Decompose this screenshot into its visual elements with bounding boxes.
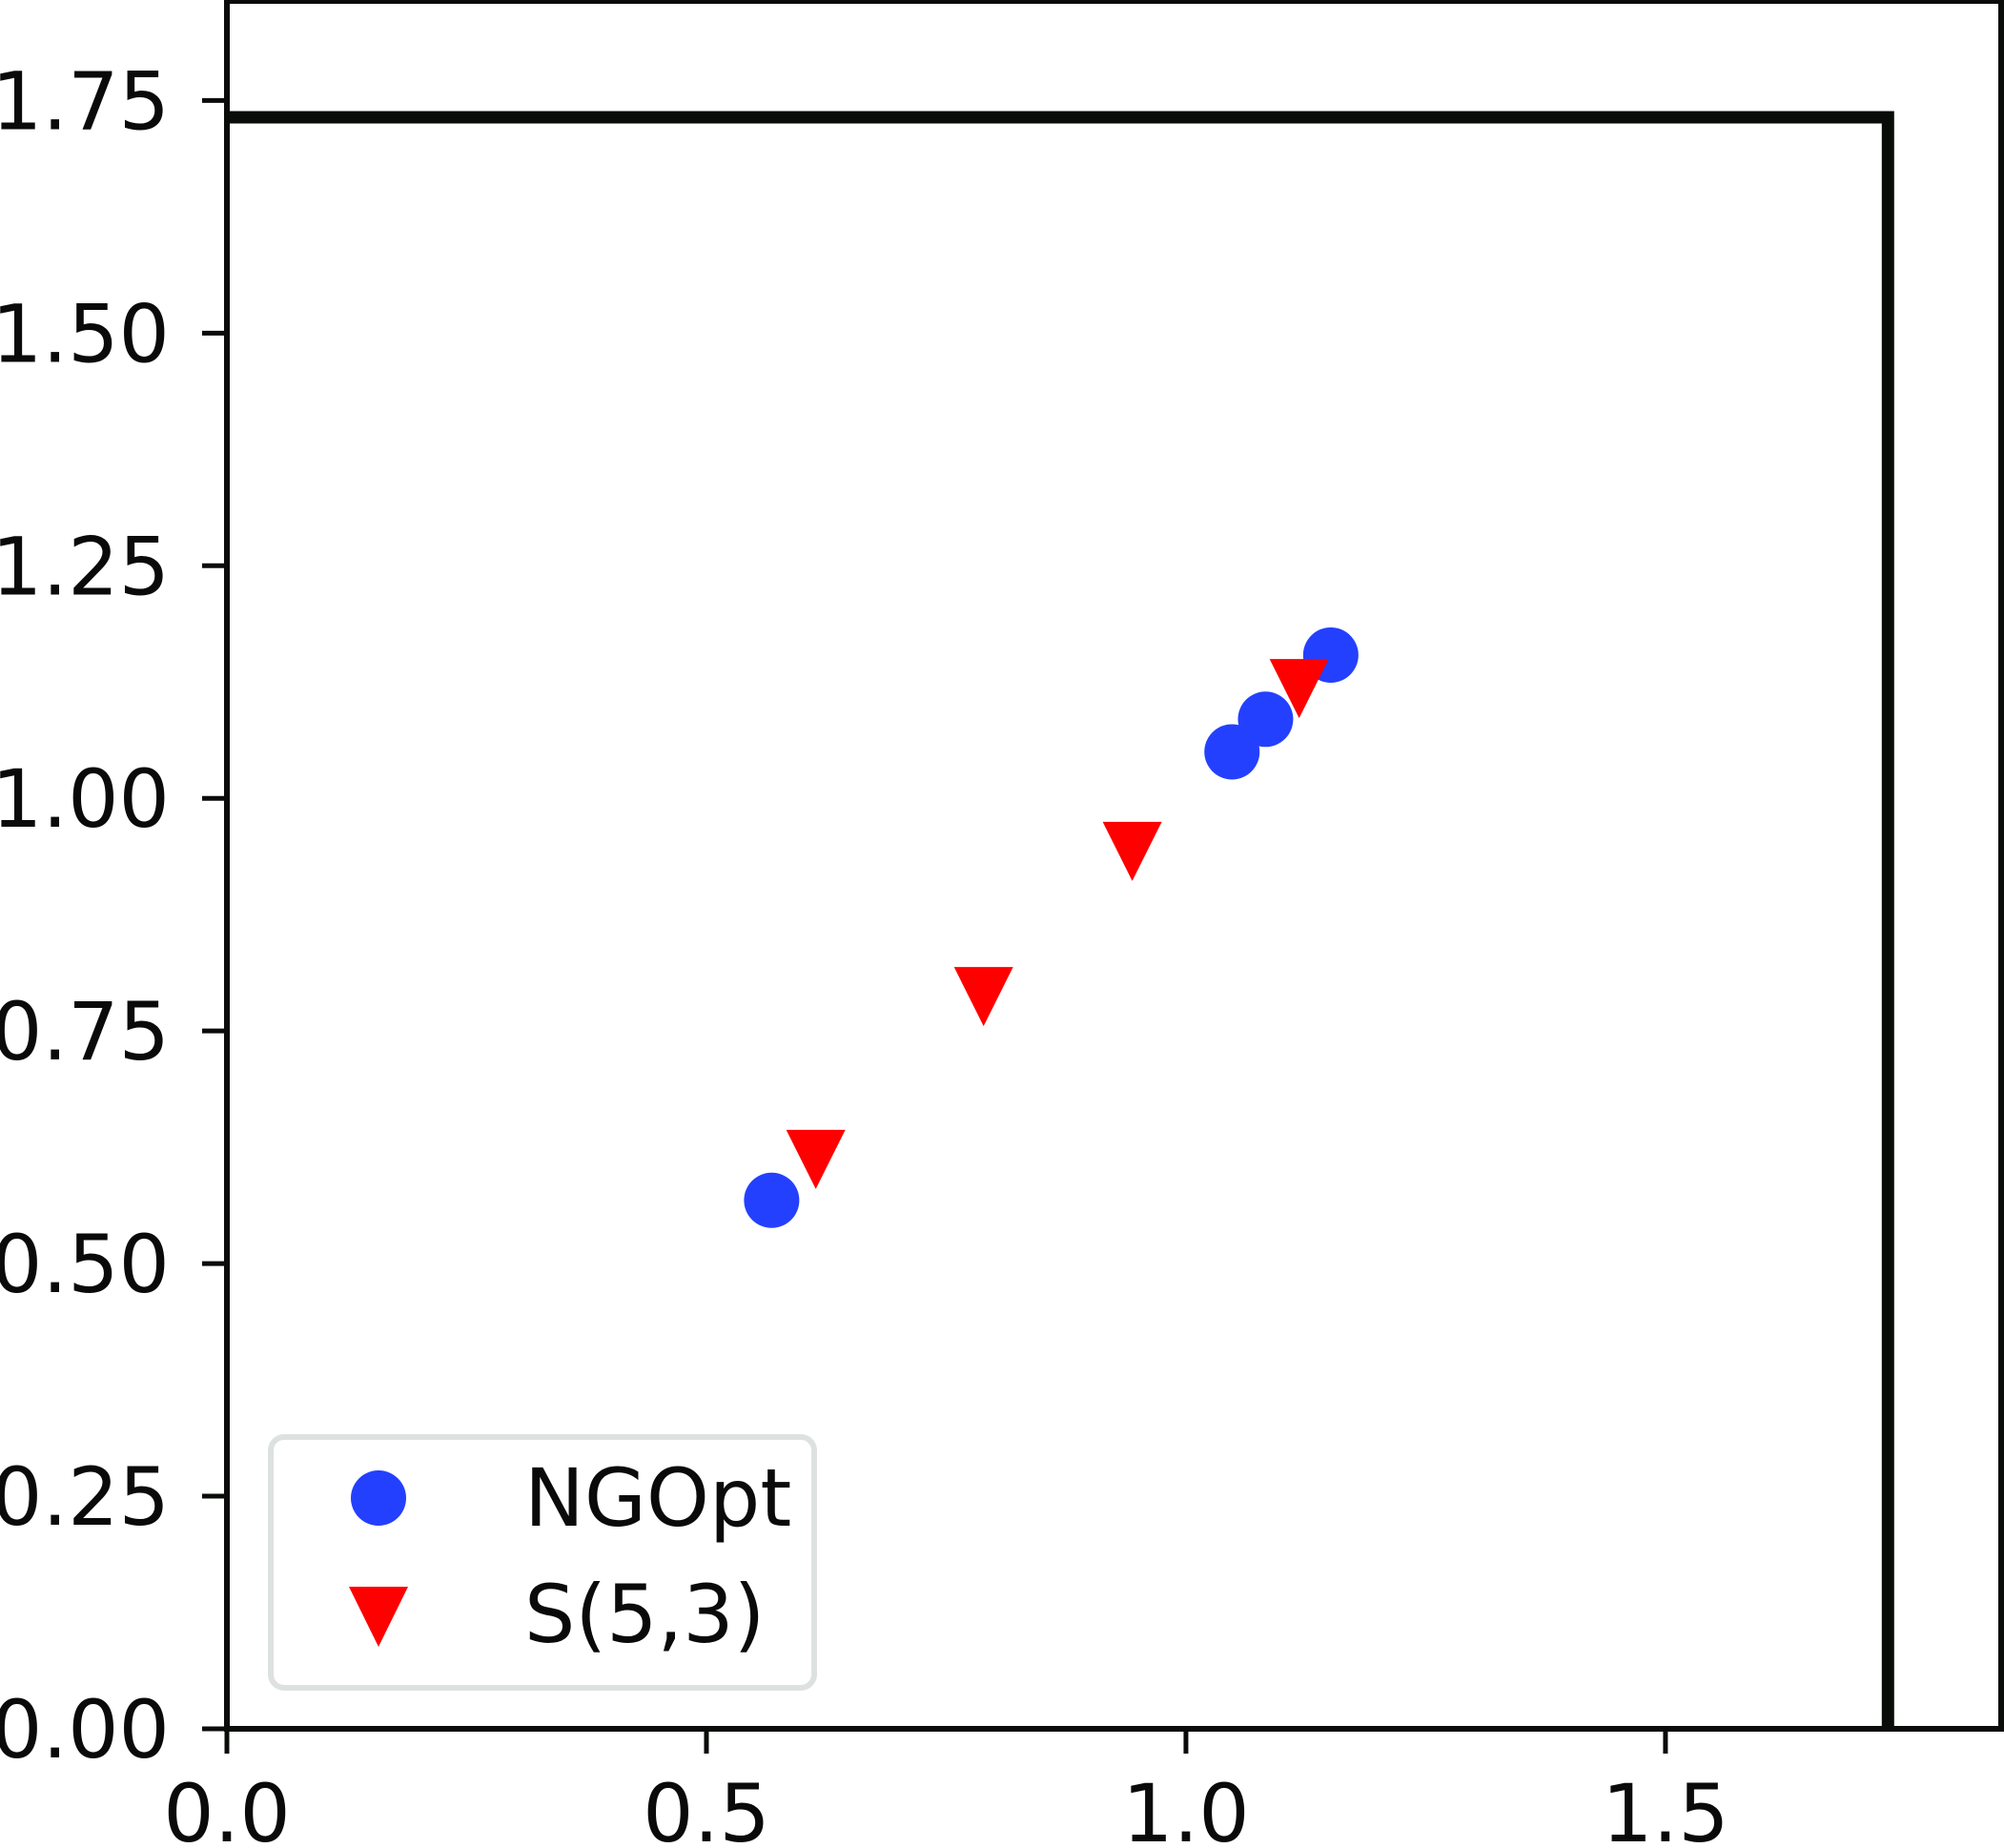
y-tick-label: 1.75 (0, 54, 170, 148)
triangle-down-marker-icon (349, 1587, 408, 1647)
y-tick-label: 1.50 (0, 287, 170, 380)
circle-marker-icon (1237, 691, 1294, 748)
legend-box (268, 1434, 817, 1691)
y-axis: 0.00 0.25 0.50 0.75 1.00 1.25 1.50 1.75 (0, 54, 227, 1776)
x-tick-label: 1.5 (1602, 1767, 1729, 1848)
triangle-down-marker-icon (953, 967, 1013, 1027)
legend: NGOpt S(5,3) (268, 1434, 817, 1691)
series-s53 (786, 659, 1329, 1189)
legend-label-s53: S(5,3) (524, 1568, 765, 1661)
x-axis: 0.0 0.5 1.0 1.5 (163, 1729, 1729, 1848)
legend-item-ngopt: NGOpt (351, 1451, 791, 1545)
series-ngopt (744, 626, 1359, 1228)
y-tick-label: 0.00 (0, 1683, 170, 1776)
x-tick-label: 1.0 (1122, 1767, 1250, 1848)
y-tick-label: 0.25 (0, 1450, 170, 1544)
x-tick-label: 0.0 (163, 1767, 291, 1848)
y-tick-label: 1.00 (0, 752, 170, 846)
triangle-down-marker-icon (786, 1129, 846, 1189)
x-tick-label: 0.5 (643, 1767, 770, 1848)
y-tick-label: 0.75 (0, 985, 170, 1078)
circle-marker-icon (351, 1470, 406, 1526)
legend-label-ngopt: NGOpt (524, 1451, 791, 1545)
triangle-down-marker-icon (1269, 659, 1329, 719)
plot-area (224, 0, 2004, 1732)
legend-item-s53: S(5,3) (349, 1568, 765, 1661)
y-tick-label: 0.50 (0, 1218, 170, 1311)
y-tick-label: 1.25 (0, 520, 170, 613)
axes-frame (224, 0, 2004, 1732)
bounding-square-line (227, 111, 1894, 1729)
triangle-down-marker-icon (1102, 821, 1162, 881)
data-points (744, 626, 1359, 1228)
circle-marker-icon (744, 1172, 800, 1228)
